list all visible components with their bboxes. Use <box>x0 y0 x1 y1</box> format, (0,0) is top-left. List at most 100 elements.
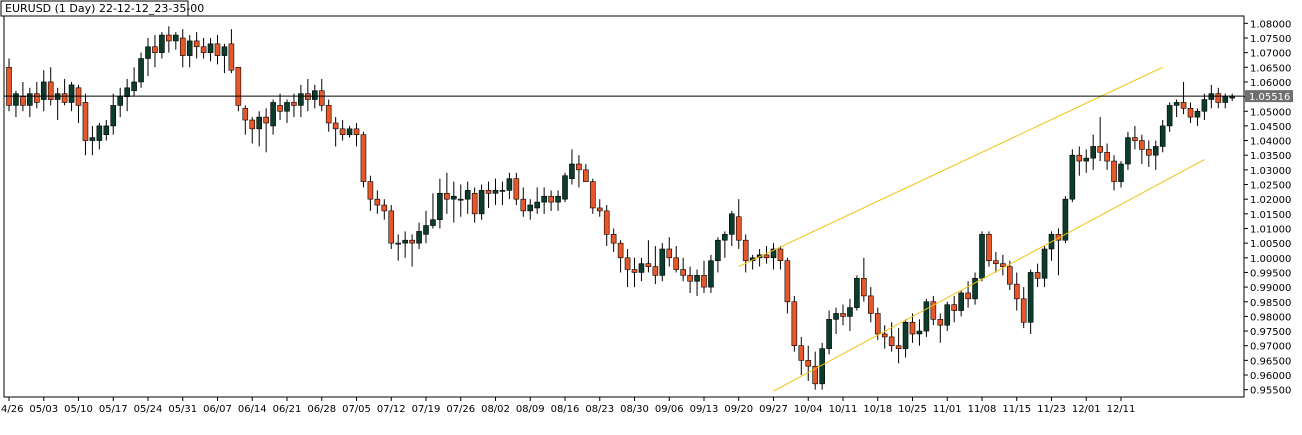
candle-body-down <box>742 239 749 262</box>
x-tick-label: 06/28 <box>307 404 336 415</box>
candle-body-down <box>1013 283 1020 300</box>
candle-body-down <box>277 105 283 112</box>
candle <box>1159 120 1166 153</box>
candle <box>457 184 464 217</box>
candle-body-up <box>478 190 485 215</box>
candle <box>110 93 117 135</box>
candle <box>589 178 596 214</box>
candle-body-up <box>1222 96 1229 103</box>
candle <box>89 125 96 156</box>
candle-body-down <box>388 210 395 244</box>
candle-body-down <box>82 102 89 141</box>
candle <box>555 190 561 211</box>
candle <box>437 178 443 229</box>
candle-body-down <box>485 190 492 194</box>
x-tick-label: 07/26 <box>446 404 475 415</box>
candle-body-up <box>659 248 666 276</box>
candle <box>742 234 749 273</box>
candle <box>381 199 388 220</box>
candle <box>617 240 624 273</box>
candle-body-down <box>200 46 207 53</box>
candle-body-up <box>256 116 263 130</box>
candle <box>207 37 214 62</box>
candle <box>291 93 297 118</box>
y-tick-label: 1.01500 <box>1250 210 1291 221</box>
candle-body-down <box>249 119 256 130</box>
candle <box>715 237 721 273</box>
candle <box>652 246 659 285</box>
candle <box>673 246 680 273</box>
candle <box>951 295 958 323</box>
candle-body-down <box>798 345 805 361</box>
x-tick-label: 07/05 <box>342 404 371 415</box>
candle-body-up <box>638 263 645 273</box>
candle <box>610 228 617 252</box>
x-tick-label: 4/26 <box>1 404 23 415</box>
candle-body-up <box>138 58 144 83</box>
candle-body-down <box>596 207 603 212</box>
candle-body-down <box>325 105 332 124</box>
x-tick-label: 05/10 <box>64 404 93 415</box>
candle-body-up <box>270 102 276 127</box>
candle-body-down <box>471 193 478 215</box>
y-tick-label: 0.97000 <box>1250 342 1291 353</box>
candle-body-down <box>1180 102 1187 109</box>
candle-body-down <box>617 242 624 259</box>
candle-body-up <box>1027 272 1034 323</box>
candle <box>270 99 276 135</box>
candle-body-down <box>1187 108 1194 118</box>
candle <box>1006 260 1013 291</box>
candle <box>694 269 700 296</box>
candle-body-up <box>1201 99 1208 112</box>
x-tick-label: 07/19 <box>412 404 441 415</box>
candle-body-down <box>687 275 693 282</box>
y-tick-label: 1.03500 <box>1250 151 1291 162</box>
candle <box>82 93 89 156</box>
x-tick-label: 12/11 <box>1107 404 1136 415</box>
candle-body-up <box>506 178 513 191</box>
y-tick-label: 1.02500 <box>1250 181 1291 192</box>
candle <box>1152 140 1159 170</box>
candle <box>805 345 812 381</box>
candle-body-down <box>631 269 638 273</box>
x-tick-label: 10/11 <box>829 404 858 415</box>
candle-body-up <box>464 190 471 200</box>
candle <box>895 328 902 364</box>
candle <box>1027 269 1034 334</box>
candle <box>944 301 951 332</box>
candle <box>464 181 471 214</box>
candle <box>1125 131 1131 170</box>
candle <box>965 281 971 308</box>
x-tick-label: 10/25 <box>898 404 927 415</box>
candle-body-down <box>367 181 374 200</box>
candle-body-up <box>402 239 408 244</box>
candle <box>979 231 985 282</box>
candle <box>145 37 151 77</box>
candle <box>798 336 805 376</box>
candle <box>902 319 909 358</box>
candle <box>499 181 506 206</box>
candle-body-down <box>1076 154 1083 162</box>
plot-frame <box>3 15 1245 398</box>
candle <box>186 35 193 68</box>
candle-body-down <box>735 216 742 241</box>
x-tick-label: 06/07 <box>203 404 232 415</box>
x-tick-label: 10/04 <box>794 404 823 415</box>
candle <box>1020 287 1027 329</box>
candle <box>6 58 12 112</box>
candle-body-down <box>33 93 40 103</box>
candle <box>193 32 200 59</box>
candle-body-up <box>159 34 165 53</box>
candle <box>638 257 645 282</box>
candle <box>624 248 631 288</box>
candle-body-up <box>555 195 561 203</box>
candle <box>485 181 492 208</box>
candle-body-down <box>888 336 895 347</box>
candle <box>916 319 923 346</box>
candle <box>1132 125 1138 150</box>
candle <box>1173 99 1180 118</box>
candle-body-down <box>6 66 12 106</box>
candle-body-down <box>937 319 944 326</box>
candle-body-up <box>423 225 429 235</box>
